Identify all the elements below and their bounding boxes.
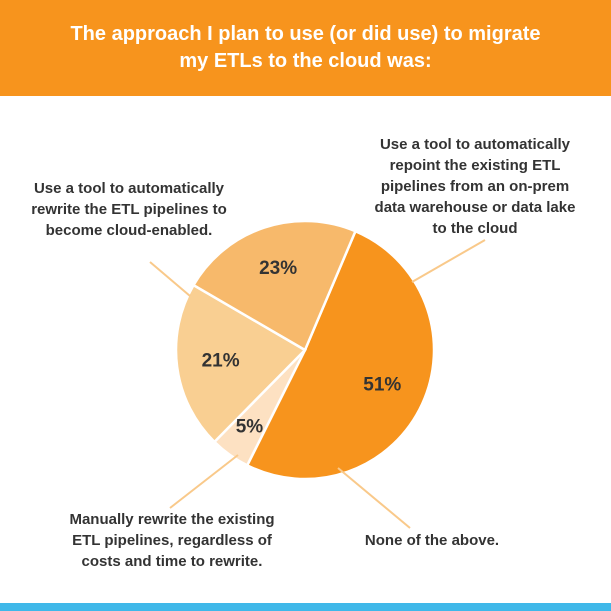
label-repoint: Use a tool to automatically repoint the … [374, 136, 576, 237]
leader-line-none [337, 467, 411, 529]
label-rewrite-tool: Use a tool to automatically rewrite the … [31, 180, 227, 239]
leader-line-manual [169, 454, 239, 509]
pct-label-rewrite_tool: 23% [259, 258, 297, 279]
pct-label-manual: 21% [202, 350, 240, 371]
pie-slice-repoint [245, 229, 436, 481]
pie-slice-rewrite_tool [191, 219, 358, 352]
pie-slice-manual [174, 283, 308, 444]
label-manual: Manually rewrite the existing ETL pipeli… [69, 511, 275, 570]
label-none: None of the above. [364, 532, 500, 549]
pct-label-repoint: 51% [363, 375, 401, 396]
pct-label-none: 5% [236, 417, 264, 438]
footer-bar [0, 603, 611, 611]
leader-line-rewrite_tool [149, 261, 191, 297]
leader-line-repoint [411, 239, 486, 283]
header-banner: The approach I plan to use (or did use) … [0, 0, 611, 96]
chart-title: The approach I plan to use (or did use) … [70, 23, 541, 72]
